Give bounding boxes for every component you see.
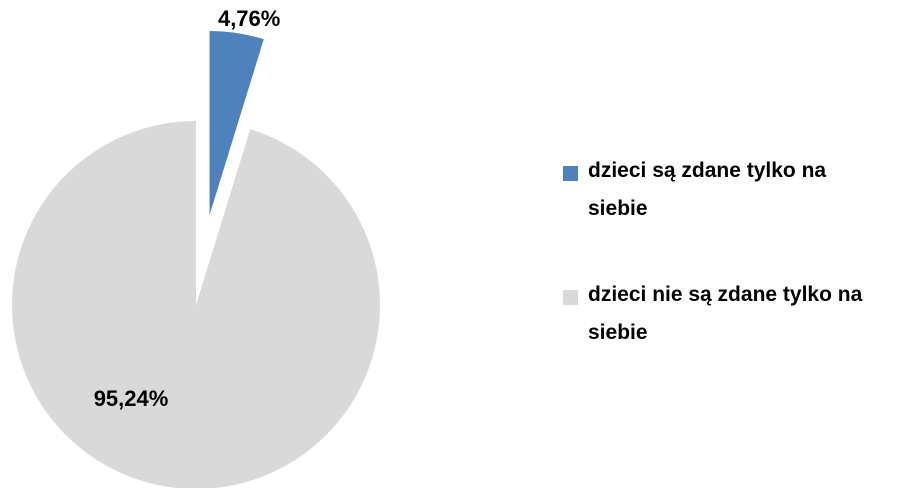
- pie-slice: [12, 121, 380, 488]
- legend-item: dzieci są zdane tylko na siebie: [563, 159, 893, 228]
- data-label: 95,24%: [94, 386, 169, 411]
- legend-label: dzieci są zdane tylko na siebie: [588, 159, 827, 220]
- data-label: 4,76%: [218, 6, 280, 31]
- pie-slice: [209, 31, 264, 216]
- legend-item: dzieci nie są zdane tylko na siebie: [563, 283, 893, 352]
- legend-swatch: [563, 290, 578, 305]
- legend-swatch: [563, 166, 578, 181]
- legend-label: dzieci nie są zdane tylko na siebie: [588, 283, 863, 344]
